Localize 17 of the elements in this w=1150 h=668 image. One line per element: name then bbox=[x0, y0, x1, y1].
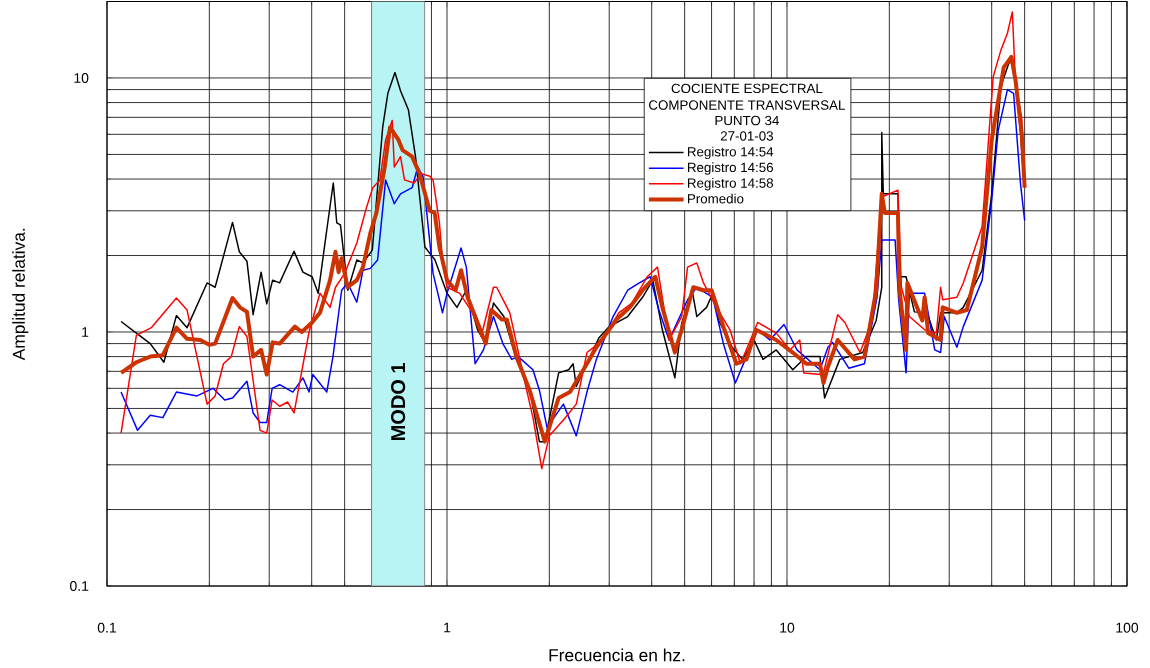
text: PUNTO 34 bbox=[715, 115, 779, 126]
text: COCIENTE ESPECTRAL COMPONENTE TRANSVERSAL bbox=[649, 83, 845, 110]
band-label: MODO 1 bbox=[391, 363, 406, 440]
y-tick-label: 1 bbox=[82, 327, 89, 337]
legend-label: Registro 14:58 bbox=[687, 177, 774, 191]
y-tick-label: 10 bbox=[74, 73, 89, 83]
x-tick-label: 10 bbox=[780, 622, 795, 633]
y-axis-title: Amplitud relativa. bbox=[12, 228, 29, 361]
annotation: 27-01-03 bbox=[720, 131, 773, 141]
x-axis-title: Frecuencia en hz. bbox=[549, 648, 685, 662]
x-tick-label: 0.1 bbox=[97, 622, 117, 633]
x-tick-label: 100 bbox=[1116, 622, 1139, 633]
y-tick-label: 0.1 bbox=[70, 581, 89, 591]
legend-label: Registro 14:54 bbox=[687, 146, 774, 160]
x-tick-label: 1 bbox=[444, 622, 451, 633]
legend-label: Promedio bbox=[687, 193, 744, 204]
legend-label: Registro 14:56 bbox=[687, 162, 774, 175]
